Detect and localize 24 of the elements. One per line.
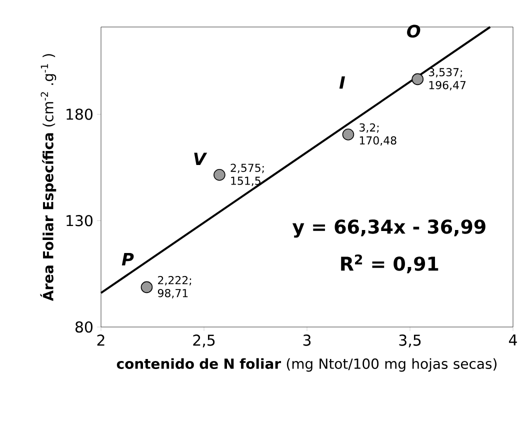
point bbox=[214, 168, 226, 181]
annotation: V bbox=[194, 152, 208, 166]
point bbox=[412, 73, 424, 86]
x-tick-label: 2 bbox=[97, 334, 104, 346]
y-tick-label: 180 bbox=[66, 108, 92, 120]
x-axis-title: contenido de N foliar (mg Ntot/100 mg hojas secas) bbox=[116, 358, 496, 372]
x-tick-label: 3 bbox=[303, 334, 311, 346]
y-axis-title: Área Foliar Específica (cm$^{-2}$ .g$^{-1}$ ) bbox=[40, 54, 56, 302]
x-tick-label: 3,5 bbox=[399, 334, 421, 348]
annotation: I bbox=[339, 76, 346, 89]
point bbox=[140, 281, 153, 294]
annotation: O bbox=[407, 24, 420, 38]
data-label: 3,2; 170,48 bbox=[360, 123, 396, 146]
data-label: 2,575; 151,5 bbox=[230, 164, 264, 186]
x-tick-label: 4 bbox=[508, 334, 517, 346]
data-label: 2,222; 98,71 bbox=[158, 276, 192, 298]
point bbox=[342, 128, 354, 140]
annotation: P bbox=[122, 253, 134, 266]
x-tick-label: 2,5 bbox=[193, 334, 215, 348]
annotation: R$^{2}$ = 0,91 bbox=[341, 254, 438, 274]
y-tick-label: 130 bbox=[66, 214, 92, 226]
annotation: y = 66,34x - 36,99 bbox=[292, 220, 486, 238]
data-label: 3,537; 196,47 bbox=[428, 68, 466, 90]
y-tick-label: 80 bbox=[75, 321, 92, 333]
